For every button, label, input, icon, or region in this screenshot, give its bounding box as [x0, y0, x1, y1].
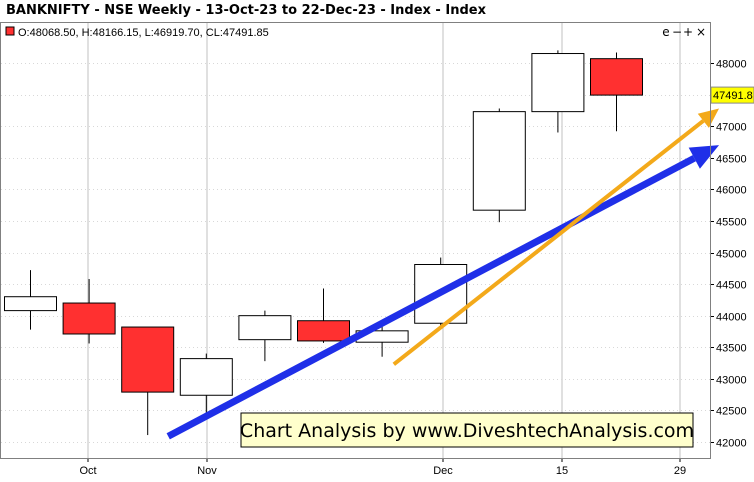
close-icon[interactable]: × — [696, 25, 706, 39]
y-tick-label: 42500 — [716, 406, 747, 418]
title-bar: BANKNIFTY - NSE Weekly - 13-Oct-23 to 22… — [0, 0, 754, 22]
down-candle[interactable] — [297, 320, 350, 342]
down-candle[interactable] — [62, 302, 116, 335]
x-tick-label: Dec — [433, 465, 453, 477]
trend-arrow-orange-arrowhead — [697, 108, 720, 128]
watermark-text: Chart Analysis by www.DiveshtechAnalysis… — [240, 420, 694, 442]
series-color-swatch — [5, 26, 15, 36]
trend-arrow-orange-line — [392, 119, 705, 366]
up-candle[interactable] — [472, 111, 526, 211]
collapse-icon[interactable]: e — [662, 25, 669, 39]
trend-arrow-blue-line — [166, 155, 696, 440]
chart-title: BANKNIFTY - NSE Weekly - 13-Oct-23 to 22… — [6, 3, 486, 18]
y-tick-label: 42000 — [716, 438, 747, 450]
up-candle[interactable] — [238, 315, 292, 341]
y-tick-label: 44000 — [716, 312, 747, 324]
y-tick-label: 45500 — [716, 217, 747, 229]
up-candle[interactable] — [531, 53, 585, 113]
x-tick-label: 15 — [556, 465, 568, 477]
up-candle[interactable] — [4, 296, 57, 312]
minus-icon[interactable]: − — [672, 25, 682, 39]
watermark-box — [240, 412, 694, 448]
y-tick-label: 46500 — [716, 154, 747, 166]
ohlc-readout: O:48068.50, H:48166.15, L:46919.70, CL:4… — [18, 27, 269, 39]
trend-arrow-blue-arrowhead — [688, 145, 720, 169]
x-tick-label: 29 — [674, 465, 686, 477]
plus-icon[interactable]: + — [683, 25, 693, 39]
y-tick-label: 44500 — [716, 280, 747, 292]
down-candle[interactable] — [121, 326, 175, 393]
y-tick-label: 48000 — [716, 59, 747, 71]
last-price-label: 47491.8 — [713, 90, 753, 102]
y-tick-label: 47000 — [716, 122, 747, 134]
x-tick-label: Nov — [197, 465, 217, 477]
up-candle[interactable] — [179, 358, 233, 396]
y-tick-label: 43000 — [716, 375, 747, 387]
down-candle[interactable] — [590, 58, 643, 96]
y-tick-label: 45000 — [716, 249, 747, 261]
y-tick-label: 43500 — [716, 343, 747, 355]
y-tick-label: 46000 — [716, 185, 747, 197]
x-tick-label: Oct — [79, 465, 96, 477]
